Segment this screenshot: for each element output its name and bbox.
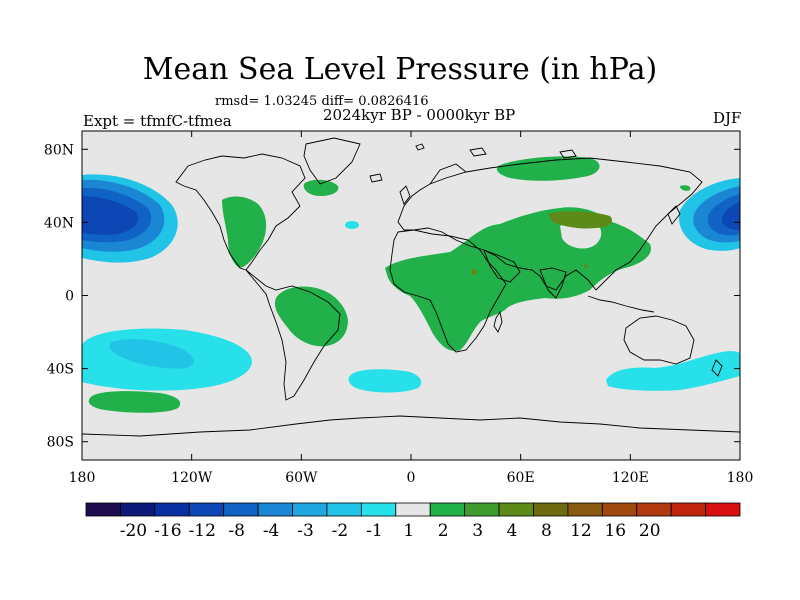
colorbar-label: 12 bbox=[570, 521, 592, 541]
colorbar-swatch bbox=[257, 502, 293, 517]
lat-tick-label: 80N bbox=[44, 142, 74, 158]
mid-atlantic-low bbox=[345, 221, 359, 229]
colorbar-label: -16 bbox=[154, 521, 181, 541]
colorbar-swatch bbox=[429, 502, 466, 517]
lat-tick-label: 0 bbox=[65, 289, 74, 305]
north-pacific-low-west bbox=[82, 174, 178, 263]
colorbar-labels: -20 -16 -12 -8 -4 -3 -2 -1 1 2 3 4 8 12 16 20 bbox=[120, 521, 661, 541]
longitude-axis: 180 120W 60W 0 60E 120E 180 bbox=[69, 131, 754, 486]
colorbar-label: -4 bbox=[263, 521, 280, 541]
south-pacific-low bbox=[82, 328, 252, 391]
colorbar-label: 1 bbox=[403, 521, 414, 541]
lat-tick-label: 80S bbox=[47, 435, 74, 451]
colorbar-label: -12 bbox=[189, 521, 216, 541]
colorbar-swatch bbox=[705, 502, 741, 517]
lat-tick-label: 40N bbox=[44, 215, 74, 231]
colorbar-swatch bbox=[188, 502, 225, 517]
lon-tick-label: 180 bbox=[69, 470, 96, 486]
north-america-high bbox=[222, 179, 691, 268]
lat-tick-label: 40S bbox=[47, 362, 74, 378]
south-america-high bbox=[274, 286, 348, 347]
lon-tick-label: 60W bbox=[285, 470, 318, 486]
northern-eurasia-high bbox=[496, 156, 600, 181]
colorbar-swatch bbox=[395, 502, 431, 517]
colorbar-label: -3 bbox=[297, 521, 314, 541]
colorbar-swatch bbox=[120, 502, 156, 517]
coastlines bbox=[82, 137, 740, 437]
north-pacific-low-east bbox=[679, 178, 740, 251]
colorbar-swatch bbox=[326, 502, 362, 517]
colorbar-swatch bbox=[223, 502, 259, 517]
colorbar-label: 4 bbox=[507, 521, 518, 541]
colorbar-swatch bbox=[360, 502, 397, 517]
colorbar-swatch bbox=[292, 502, 328, 517]
colorbar-swatch bbox=[601, 502, 638, 517]
lon-tick-label: 0 bbox=[407, 470, 416, 486]
colorbar-label: 8 bbox=[541, 521, 552, 541]
colorbar-swatch bbox=[636, 502, 672, 517]
colorbar-swatch bbox=[154, 502, 190, 517]
colorbar-swatch bbox=[567, 502, 603, 517]
colorbar-label: -8 bbox=[228, 521, 245, 541]
lon-tick-label: 120E bbox=[612, 470, 649, 486]
colorbar-swatch bbox=[533, 502, 569, 517]
lon-tick-label: 120W bbox=[171, 470, 213, 486]
lon-tick-label: 60E bbox=[507, 470, 535, 486]
colorbar bbox=[85, 502, 741, 517]
plot-title: Mean Sea Level Pressure (in hPa) bbox=[142, 52, 658, 87]
south-indian-low bbox=[606, 351, 740, 391]
colorbar-label: 20 bbox=[639, 521, 661, 541]
eurasia-africa-high bbox=[385, 207, 651, 352]
colorbar-label: 16 bbox=[604, 521, 626, 541]
colorbar-swatch bbox=[85, 502, 121, 517]
colorbar-swatch bbox=[498, 502, 534, 517]
colorbar-label: -20 bbox=[120, 521, 147, 541]
south-atlantic-low bbox=[348, 369, 422, 393]
rmsd-diff-stats: rmsd= 1.03245 diff= 0.0826416 bbox=[215, 94, 429, 109]
season-label: DJF bbox=[713, 109, 742, 127]
time-period: 2024kyr BP - 0000kyr BP bbox=[323, 106, 516, 124]
southern-ocean-high bbox=[88, 391, 181, 413]
colorbar-label: -1 bbox=[366, 521, 383, 541]
lon-tick-label: 180 bbox=[727, 470, 754, 486]
latitude-axis: 80N 40N 0 40S 80S bbox=[44, 142, 740, 451]
experiment-label: Expt = tfmfC-tfmea bbox=[83, 112, 232, 130]
colorbar-swatch bbox=[670, 502, 706, 517]
pressure-anomaly-layer bbox=[82, 156, 740, 413]
colorbar-swatch bbox=[464, 502, 500, 517]
colorbar-label: 2 bbox=[438, 521, 449, 541]
colorbar-label: -2 bbox=[332, 521, 349, 541]
colorbar-label: 3 bbox=[472, 521, 483, 541]
